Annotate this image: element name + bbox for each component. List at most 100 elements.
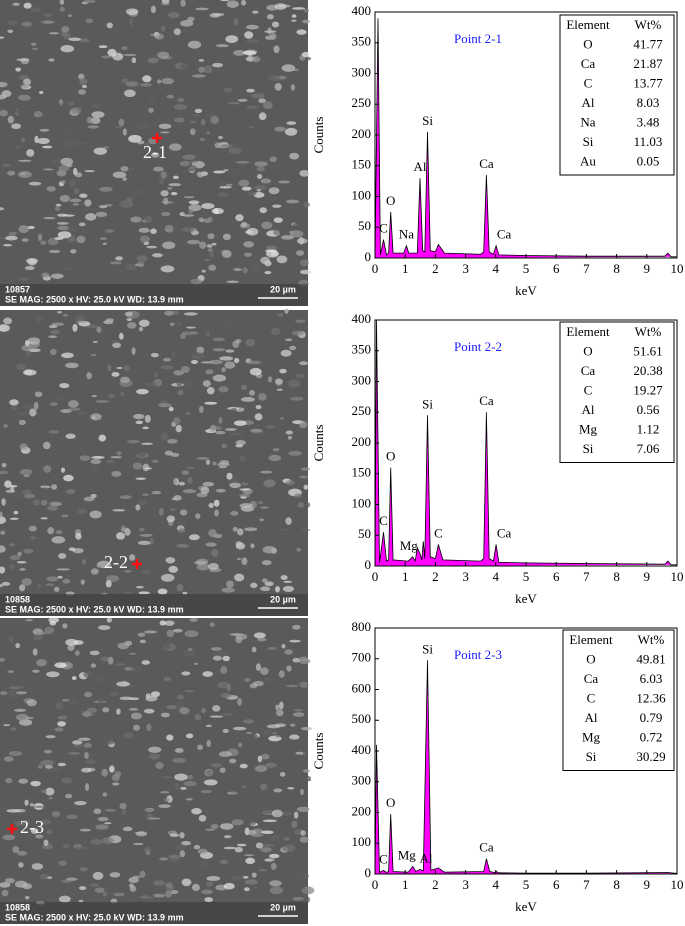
- y-tick-label: 700: [352, 650, 372, 665]
- sem-texture: [117, 642, 130, 650]
- sem-texture: [234, 846, 243, 853]
- sem-texture: [136, 585, 144, 589]
- sem-texture: [302, 19, 311, 24]
- sem-texture: [276, 255, 288, 264]
- sem-texture: [89, 510, 102, 519]
- sem-texture: [40, 240, 47, 245]
- sem-texture: [17, 551, 22, 557]
- sem-texture: [65, 488, 76, 495]
- sem-texture: [202, 481, 215, 487]
- table-cell: O: [586, 651, 595, 666]
- sem-texture: [240, 0, 247, 6]
- sem-texture: [18, 225, 29, 234]
- sem-texture: [30, 42, 37, 46]
- sem-texture: [122, 826, 133, 832]
- sem-texture: [13, 510, 19, 515]
- sem-texture: [0, 81, 8, 88]
- sem-texture: [231, 819, 244, 826]
- sem-texture: [168, 565, 178, 573]
- sem-texture: [73, 743, 83, 749]
- table-cell: Mg: [582, 729, 601, 744]
- x-tick-label: 3: [462, 877, 469, 892]
- table-cell: Na: [580, 114, 595, 129]
- sem-texture: [91, 103, 101, 108]
- sem-texture: [259, 518, 265, 522]
- sem-texture: [135, 420, 144, 425]
- sem-texture: [161, 77, 175, 85]
- sem-texture: [0, 691, 8, 696]
- sem-texture: [107, 394, 116, 399]
- sem-texture: [29, 803, 34, 807]
- sem-texture: [199, 405, 204, 413]
- table-cell: Si: [583, 134, 594, 149]
- sem-texture: [144, 216, 152, 224]
- sem-texture: [287, 787, 295, 790]
- sem-texture: [300, 528, 311, 532]
- sem-texture: [18, 170, 32, 179]
- sem-texture: [158, 123, 172, 129]
- sem-texture: [119, 200, 134, 209]
- sem-texture: [173, 370, 184, 376]
- sem-texture: [1, 889, 9, 897]
- sem-texture: [292, 7, 306, 10]
- sem-texture: [242, 875, 249, 879]
- chart-title: Point 2-3: [454, 647, 502, 662]
- sem-texture: [37, 764, 43, 769]
- sem-texture: [57, 575, 63, 579]
- sem-texture: [112, 509, 126, 512]
- sem-texture: [290, 19, 297, 22]
- sem-texture: [122, 808, 127, 816]
- sem-texture: [111, 372, 120, 377]
- sem-texture: [297, 501, 305, 508]
- sem-texture: [58, 860, 67, 866]
- sem-texture: [289, 152, 300, 160]
- sem-texture: [179, 850, 186, 858]
- sem-texture: [179, 707, 190, 715]
- sem-texture: [233, 18, 239, 26]
- sem-texture: [270, 834, 281, 841]
- sem-texture: [139, 533, 153, 537]
- sem-texture: [137, 632, 146, 637]
- sem-texture: [18, 719, 33, 726]
- x-tick-label: 6: [553, 877, 560, 892]
- sem-texture: [67, 14, 73, 17]
- sem-texture: [226, 280, 239, 283]
- sem-texture: [121, 78, 129, 84]
- sem-texture: [7, 670, 15, 673]
- sem-texture: [241, 186, 252, 191]
- sem-texture: [220, 684, 227, 689]
- table-cell: Al: [585, 710, 598, 725]
- sem-texture: [37, 583, 42, 589]
- sem-texture: [142, 426, 150, 430]
- sem-texture: [92, 871, 104, 880]
- sem-texture: [229, 433, 244, 436]
- y-tick-label: 0: [365, 865, 372, 880]
- sem-texture: [30, 780, 41, 787]
- sem-texture: [222, 713, 233, 716]
- sem-texture: [200, 486, 210, 495]
- sem-texture: [269, 880, 282, 887]
- sem-texture: [43, 749, 53, 754]
- sem-texture: [262, 843, 275, 847]
- table-cell: Mg: [579, 421, 598, 436]
- sem-texture: [67, 400, 79, 408]
- sem-texture: [236, 557, 242, 561]
- sem-texture: [86, 372, 93, 380]
- table-cell: 20.38: [633, 363, 662, 378]
- sem-texture: [77, 141, 88, 145]
- sem-texture: [208, 563, 219, 570]
- sem-texture: [299, 361, 309, 366]
- x-tick-label: 6: [553, 261, 560, 276]
- sem-texture: [196, 346, 205, 354]
- sem-texture: [171, 351, 176, 359]
- sem-texture: [248, 360, 262, 365]
- sem-texture: [3, 317, 13, 325]
- sem-texture: [167, 438, 178, 444]
- sem-texture: [211, 207, 224, 215]
- y-tick-label: 300: [352, 372, 372, 387]
- sem-texture: [91, 111, 105, 119]
- sem-texture: [151, 152, 160, 158]
- sem-texture: [212, 374, 227, 382]
- sem-texture: [258, 393, 267, 401]
- sem-texture: [275, 704, 280, 711]
